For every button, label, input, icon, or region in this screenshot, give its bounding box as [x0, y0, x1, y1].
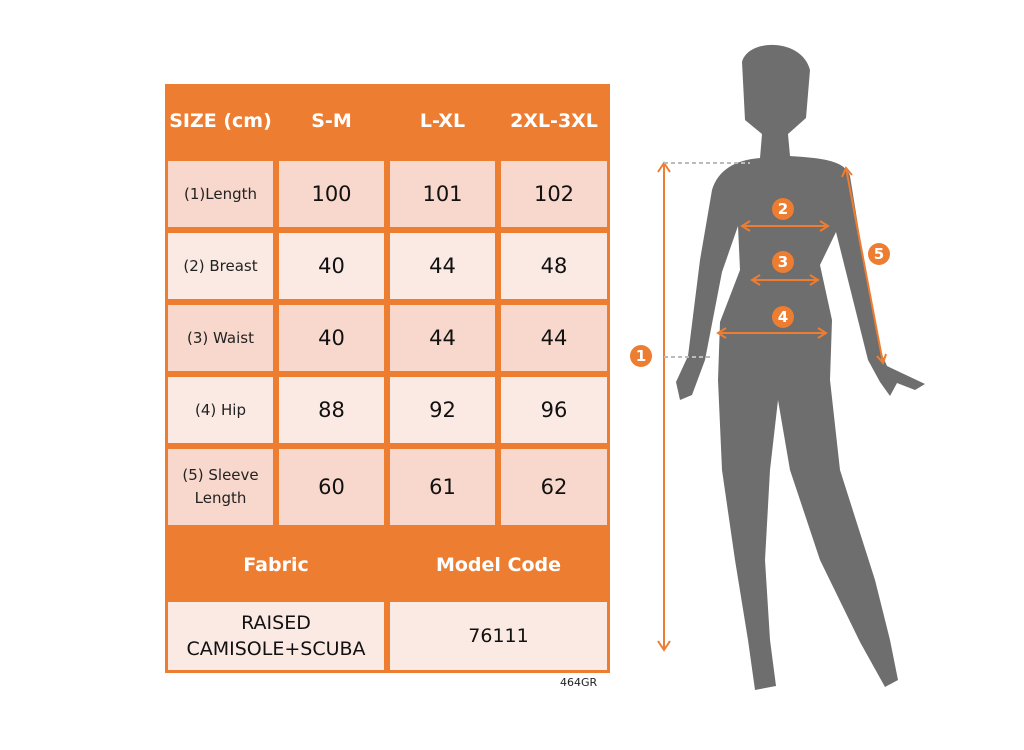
model-code-value: 76111: [390, 602, 607, 670]
size-value: 62: [501, 449, 607, 525]
size-value: 44: [501, 305, 607, 371]
size-value: 100: [279, 161, 384, 227]
header-2xl-3xl: 2XL-3XL: [510, 110, 598, 132]
marker-5: 5: [868, 243, 890, 265]
row-label: (1)Length: [168, 161, 273, 227]
size-value: 61: [390, 449, 495, 525]
header-size: SIZE (cm): [169, 110, 272, 132]
size-value: 44: [390, 305, 495, 371]
svg-text:1: 1: [636, 347, 646, 365]
marker-2: 2: [772, 198, 794, 220]
size-value: 40: [279, 305, 384, 371]
size-value: 48: [501, 233, 607, 299]
row-label: (2) Breast: [168, 233, 273, 299]
size-value: 102: [501, 161, 607, 227]
row-label: (4) Hip: [168, 377, 273, 443]
svg-text:2: 2: [778, 200, 788, 218]
product-code: 464GR: [560, 676, 598, 689]
size-value: 88: [279, 377, 384, 443]
marker-3: 3: [772, 251, 794, 273]
silhouette: [676, 44, 925, 690]
size-value: 92: [390, 377, 495, 443]
size-table: SIZE (cm) S-M L-XL 2XL-3XL (1)Length 100 1…: [165, 84, 610, 673]
fabric-value: RAISED CAMISOLE+SCUBA: [168, 602, 384, 670]
marker-4: 4: [772, 306, 794, 328]
fabric-header: Fabric: [243, 554, 309, 576]
size-value: 96: [501, 377, 607, 443]
row-label: (3) Waist: [168, 305, 273, 371]
row-label: (5) Sleeve Length: [168, 449, 273, 525]
svg-text:4: 4: [778, 308, 788, 326]
model-code-header: Model Code: [435, 554, 562, 576]
size-value: 60: [279, 449, 384, 525]
size-value: 44: [390, 233, 495, 299]
size-value: 40: [279, 233, 384, 299]
header-l-xl: L-XL: [419, 110, 466, 132]
svg-text:3: 3: [778, 253, 788, 271]
marker-1: 1: [630, 345, 652, 367]
sleeve-arrow: [845, 167, 884, 364]
size-value: 101: [390, 161, 495, 227]
svg-text:5: 5: [874, 245, 884, 263]
header-s-m: S-M: [311, 110, 352, 132]
